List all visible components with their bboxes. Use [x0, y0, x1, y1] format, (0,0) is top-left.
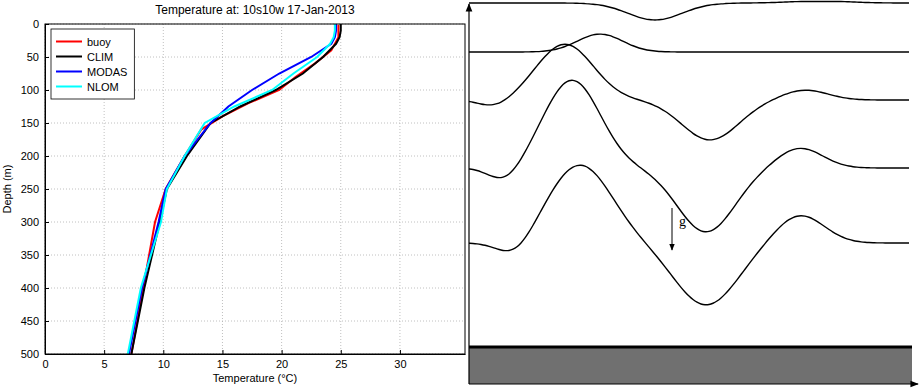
gravity-arrow [672, 208, 673, 250]
density-layer [469, 2, 909, 20]
grid-line-x [340, 24, 341, 354]
series-lines [128, 24, 341, 354]
legend-box [51, 29, 134, 99]
y-tick-label: 300 [21, 216, 39, 228]
plot-frame [45, 24, 465, 354]
y-tick-mark [45, 255, 49, 256]
x-tick-label: 30 [394, 358, 406, 370]
y-tick: 350 [21, 249, 49, 261]
y-tick-mark [45, 57, 49, 58]
gravity-label: g [679, 214, 686, 229]
grid-line-y [45, 321, 465, 322]
y-tick: 400 [21, 282, 49, 294]
y-tick-label: 400 [21, 282, 39, 294]
x-tick-label: 0 [42, 358, 48, 370]
x-tick-mark [163, 350, 164, 354]
legend-label: CLIM [87, 51, 113, 63]
y-tick: 200 [21, 150, 49, 162]
legend-swatch [56, 86, 82, 88]
grid-line-y [45, 123, 465, 124]
x-tick-mark [341, 350, 342, 354]
x-axis: 0 5 10 15 20 25 30 [42, 350, 465, 370]
grid-line-y [45, 255, 465, 256]
y-tick: 450 [21, 315, 49, 327]
sea-floor [469, 347, 912, 384]
y-axis: 0 50 100 150 200 250 300 350 400 450 500 [21, 18, 49, 360]
density-layer [469, 80, 909, 231]
y-tick-label: 350 [21, 249, 39, 261]
profile-line [129, 24, 336, 354]
y-tick-label: 200 [21, 150, 39, 162]
x-tick: 30 [394, 350, 406, 370]
profile-line [131, 25, 338, 354]
profile-line [128, 24, 335, 354]
x-tick-mark [282, 350, 283, 354]
chart: 0510152025300501001502002503003504004505… [1, 3, 466, 384]
x-tick: 20 [276, 350, 288, 370]
x-tick-label: 10 [158, 358, 170, 370]
legend-label: buoy [87, 36, 111, 48]
grid-line-y [45, 156, 465, 157]
y-tick: 250 [21, 183, 49, 195]
legend: buoy CLIM MODAS NLOM [51, 29, 134, 99]
x-tick-mark [222, 350, 223, 354]
x-axis-title: Temperature (°C) [213, 372, 297, 384]
y-tick-mark [45, 24, 49, 25]
sea-floor-top [469, 346, 912, 349]
x-tick: 10 [158, 350, 170, 370]
x-tick-label: 25 [335, 358, 347, 370]
x-tick-mark [400, 350, 401, 354]
x-tick-label: 20 [276, 358, 288, 370]
legend-swatch [56, 41, 82, 43]
y-tick: 300 [21, 216, 49, 228]
grid-line-y [45, 288, 465, 289]
legend-swatch [56, 71, 82, 73]
y-tick-mark [45, 123, 49, 124]
horizontal-axis [469, 383, 918, 384]
plot-background [45, 24, 465, 354]
x-axis-line [46, 354, 466, 355]
y-tick-mark [45, 321, 49, 322]
legend-label: NLOM [87, 81, 119, 93]
y-tick-label: 500 [21, 348, 39, 360]
grid-line-y [45, 222, 465, 223]
y-tick-label: 250 [21, 183, 39, 195]
figure: 0510152025300501001502002503003504004505… [0, 0, 922, 388]
y-tick-mark [45, 90, 49, 91]
y-tick-label: 100 [21, 84, 39, 96]
legend-label: MODAS [87, 66, 127, 78]
y-axis-title: Depth (m) [1, 165, 13, 214]
y-tick-mark [45, 156, 49, 157]
density-layer [469, 34, 909, 52]
y-tick: 0 [33, 18, 49, 30]
legend-swatch [56, 56, 82, 58]
y-tick: 100 [21, 84, 49, 96]
y-tick: 150 [21, 117, 49, 129]
x-tick: 25 [335, 350, 347, 370]
y-tick-mark [45, 288, 49, 289]
y-tick-mark [45, 222, 49, 223]
wave-diagram: g [469, 2, 918, 385]
y-tick: 500 [21, 348, 49, 360]
x-tick-mark [104, 350, 105, 354]
profile-line [131, 24, 340, 354]
vertical-axis [468, 4, 469, 384]
grid-line-y [45, 189, 465, 190]
x-tick: 5 [102, 350, 108, 370]
x-tick-label: 15 [217, 358, 229, 370]
y-tick-mark [45, 354, 49, 355]
chart-title: Temperature at: 10s10w 17-Jan-2013 [155, 3, 355, 17]
x-tick-label: 5 [102, 358, 108, 370]
x-tick: 15 [217, 350, 229, 370]
y-tick-label: 0 [33, 18, 39, 30]
y-tick-mark [45, 189, 49, 190]
y-tick-label: 150 [21, 117, 39, 129]
grid [45, 24, 465, 354]
y-tick-label: 450 [21, 315, 39, 327]
y-tick-label: 50 [27, 51, 39, 63]
y-tick: 50 [27, 51, 49, 63]
density-layer [469, 44, 909, 140]
density-layer [469, 165, 909, 305]
